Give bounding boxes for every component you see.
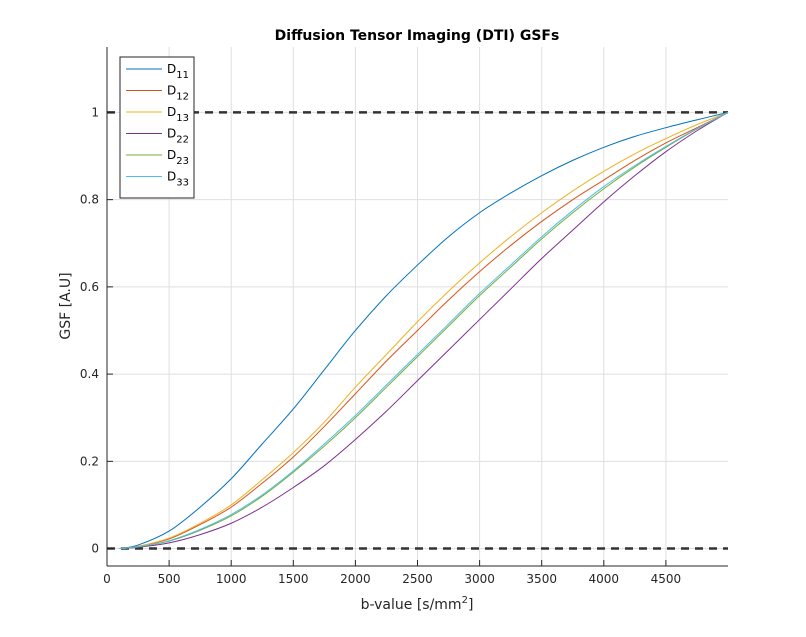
series-line-d22 [119, 111, 729, 550]
legend-label-subscript: 33 [176, 178, 189, 189]
y-tick-label: 0.8 [80, 193, 99, 207]
legend-label-d11: D11 [167, 62, 189, 81]
legend-label-d12: D12 [167, 84, 189, 103]
legend-label-base: D [167, 170, 176, 184]
x-axis-label-main: b-value [s/mm [361, 597, 462, 613]
x-tick-label: 2500 [402, 572, 433, 586]
chart-title: Diffusion Tensor Imaging (DTI) GSFs [275, 28, 560, 44]
legend-box [119, 56, 195, 199]
legend-label-base: D [167, 148, 176, 162]
x-tick-label: 1500 [278, 572, 309, 586]
y-tick-label: 0.4 [80, 367, 99, 381]
x-tick-label: 0 [103, 572, 111, 586]
legend-label-base: D [167, 127, 176, 141]
legend-label-base: D [167, 62, 176, 76]
y-axis-label: GSF [A.U] [58, 272, 74, 339]
x-tick-label: 3500 [526, 572, 557, 586]
reference-lines [107, 111, 728, 550]
x-tick-label: 500 [158, 572, 181, 586]
legend-label-d13: D13 [167, 105, 189, 124]
series-line-d23 [119, 111, 729, 550]
x-axis-label-superscript: 2 [462, 595, 468, 606]
series-line-d33 [119, 111, 729, 550]
legend-label-d23: D23 [167, 148, 189, 167]
series-line-d11 [119, 111, 729, 550]
legend-label-base: D [167, 84, 176, 98]
y-tick-label: 0.6 [80, 280, 99, 294]
x-axis-label: b-value [s/mm2] [361, 595, 474, 613]
legend-label-d22: D22 [167, 127, 189, 146]
series-group [119, 111, 729, 550]
legend-label-d33: D33 [167, 170, 189, 189]
x-tick-label: 2000 [340, 572, 371, 586]
tick-labels: 0 500 1000 1500 2000 2500 3000 3500 4000 4500 0 0.2… [80, 105, 681, 586]
x-tick-label: 4500 [651, 572, 682, 586]
legend-label-subscript: 12 [176, 92, 189, 103]
x-tick-label: 4000 [589, 572, 620, 586]
series-line-d12 [119, 111, 729, 550]
series-line-d13 [119, 111, 729, 550]
grid [107, 47, 728, 566]
x-axis-label-close: ] [468, 597, 473, 613]
legend-label-subscript: 22 [176, 135, 189, 146]
legend-label-subscript: 13 [176, 113, 189, 124]
x-tick-label: 1000 [216, 572, 247, 586]
axes [106, 47, 728, 567]
legend-label-subscript: 23 [176, 156, 189, 167]
legend-label-subscript: 11 [176, 70, 189, 81]
y-tick-label: 0 [91, 542, 99, 556]
y-tick-label: 0.2 [80, 454, 99, 468]
y-tick-label: 1 [91, 105, 99, 119]
legend-label-base: D [167, 105, 176, 119]
x-tick-label: 3000 [464, 572, 495, 586]
